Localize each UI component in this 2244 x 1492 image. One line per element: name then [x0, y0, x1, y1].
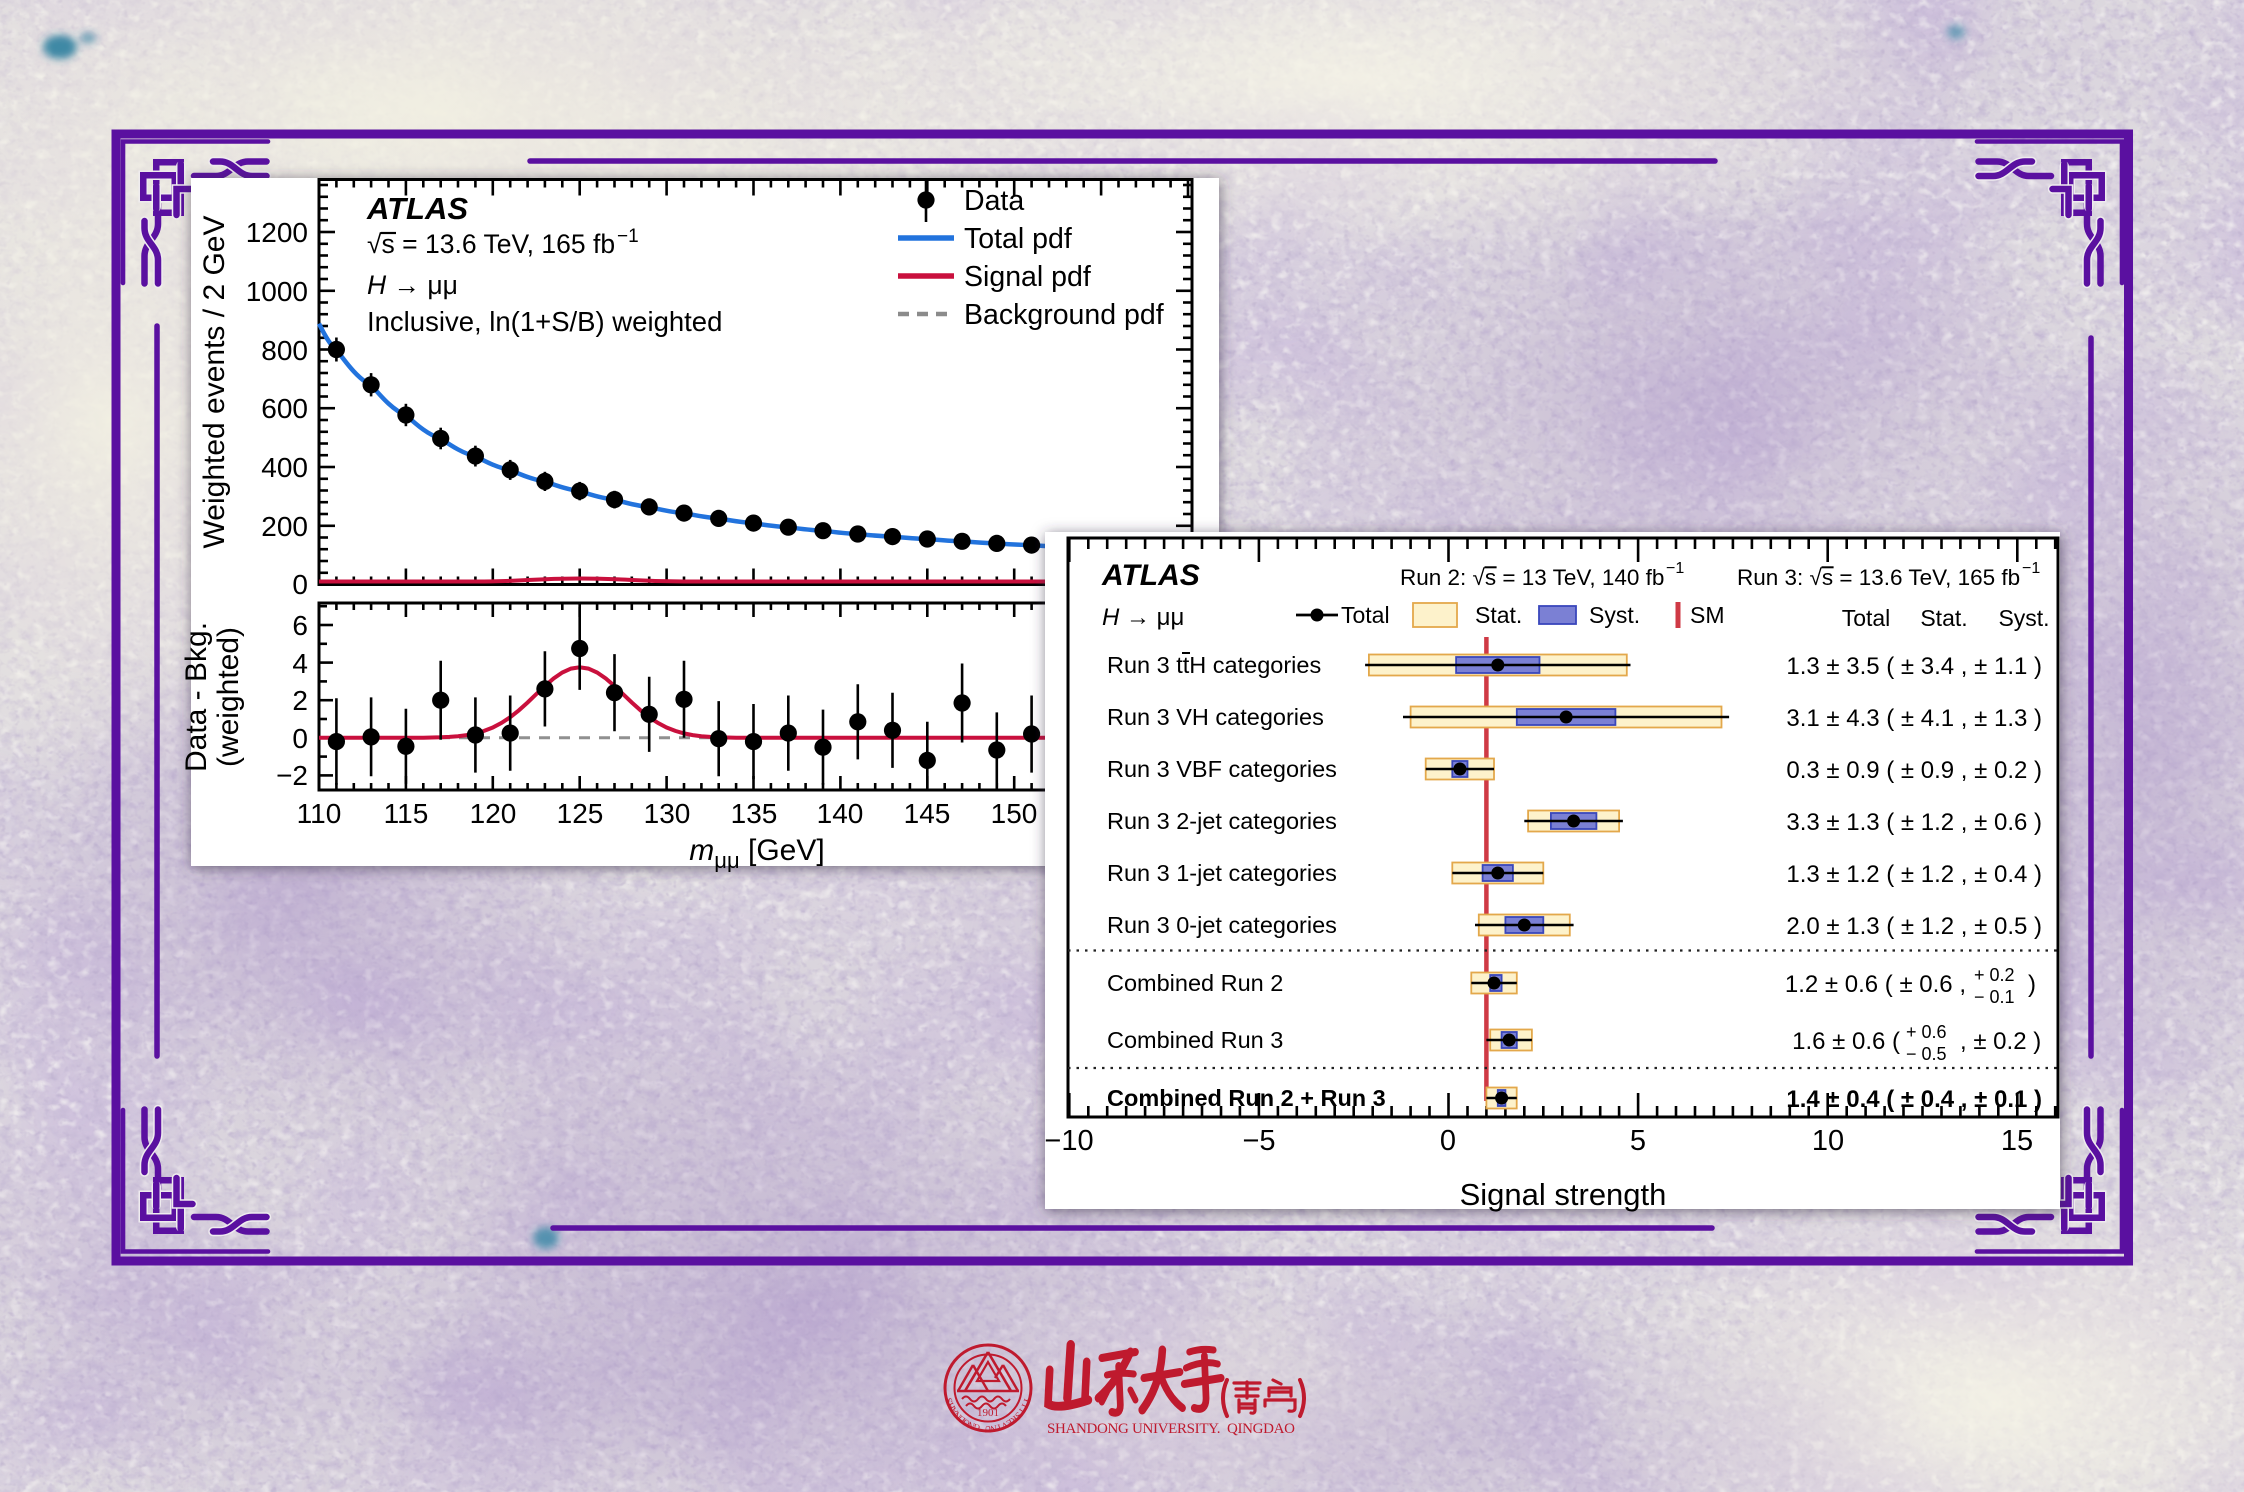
svg-text:1200: 1200: [246, 217, 308, 248]
svg-text:Combined Run 2 + Run 3: Combined Run 2 + Run 3: [1107, 1085, 1386, 1111]
svg-text:Background pdf: Background pdf: [964, 299, 1164, 331]
svg-text:150: 150: [991, 798, 1038, 829]
svg-text:D: D: [956, 1413, 968, 1425]
svg-text:Inclusive, ln(1+S/B) weighted: Inclusive, ln(1+S/B) weighted: [367, 306, 722, 337]
svg-text:−1: −1: [617, 226, 639, 247]
svg-text:I: I: [997, 1422, 1003, 1432]
svg-text:Total pdf: Total pdf: [964, 223, 1072, 255]
svg-text:135: 135: [731, 798, 778, 829]
svg-text:−2: −2: [276, 760, 308, 791]
svg-text:Run 3 VH categories: Run 3 VH categories: [1107, 704, 1324, 730]
svg-text:E: E: [1004, 1417, 1014, 1429]
svg-text:Combined Run 3: Combined Run 3: [1107, 1027, 1283, 1053]
svg-text:Run 3 ttH categories: Run 3 ttH categories: [1107, 652, 1321, 678]
svg-text:−1: −1: [1666, 560, 1684, 577]
svg-text:1.3 ± 1.2 ( ± 1.2 , ± 0.4 ): 1.3 ± 1.2 ( ± 1.2 , ± 0.4 ): [1786, 861, 2042, 888]
svg-text:800: 800: [261, 335, 308, 366]
svg-text:0: 0: [292, 723, 308, 754]
svg-text:600: 600: [261, 393, 308, 424]
svg-text:− 0.5: − 0.5: [1906, 1044, 1947, 1064]
svg-text:0: 0: [292, 569, 308, 600]
svg-text:N: N: [966, 1419, 976, 1431]
svg-text:V: V: [999, 1420, 1009, 1432]
svg-text:1.2 ± 0.6 ( ± 0.6 ,: 1.2 ± 0.6 ( ± 0.6 ,: [1785, 971, 1966, 998]
svg-text:−5: −5: [1242, 1125, 1275, 1157]
svg-text:−10: −10: [1044, 1125, 1093, 1157]
svg-text:1000: 1000: [246, 276, 308, 307]
svg-text:Y: Y: [1021, 1396, 1033, 1406]
svg-text:I: I: [1017, 1407, 1027, 1415]
svg-text:, ± 0.2 ): , ± 0.2 ): [1960, 1028, 2041, 1055]
svg-text:G: G: [972, 1422, 981, 1434]
svg-text:H → μμ: H → μμ: [367, 270, 458, 300]
svg-text:mμμ [GeV]: mμμ [GeV]: [689, 834, 824, 873]
svg-text:2: 2: [292, 685, 308, 716]
svg-text:Total: Total: [1842, 605, 1891, 631]
svg-text:S: S: [1013, 1410, 1024, 1420]
svg-text:Data - Bkg.: Data - Bkg.: [180, 622, 213, 772]
svg-text:S: S: [944, 1397, 955, 1405]
svg-text:5: 5: [1630, 1125, 1646, 1157]
svg-text:O: O: [960, 1417, 971, 1429]
svg-text:Total: Total: [1341, 602, 1390, 628]
svg-text:Signal strength: Signal strength: [1460, 1177, 1667, 1212]
svg-text:Stat.: Stat.: [1475, 602, 1522, 628]
svg-text:√s = 13.6 TeV, 165 fb: √s = 13.6 TeV, 165 fb: [367, 229, 615, 259]
svg-text:Run 2: √s = 13 TeV, 140 fb: Run 2: √s = 13 TeV, 140 fb: [1400, 565, 1664, 590]
svg-text:Syst.: Syst.: [1589, 602, 1640, 628]
svg-text:10: 10: [1812, 1125, 1844, 1157]
svg-text:115: 115: [384, 798, 429, 829]
svg-text:H: H: [945, 1400, 957, 1411]
svg-text:1.6 ± 0.6 (: 1.6 ± 0.6 (: [1792, 1028, 1900, 1055]
svg-text:SHANDONG UNIVERSITY. QINGDAO: SHANDONG UNIVERSITY. QINGDAO: [1047, 1421, 1295, 1437]
svg-text:Syst.: Syst.: [1998, 605, 2049, 631]
svg-text:Signal pdf: Signal pdf: [964, 261, 1091, 293]
svg-text:ATLAS: ATLAS: [1101, 559, 1200, 592]
svg-text:Run 3 2-jet categories: Run 3 2-jet categories: [1107, 808, 1337, 834]
svg-text:A: A: [948, 1405, 960, 1416]
svg-text:N: N: [989, 1423, 997, 1434]
svg-text:Run 3 1-jet categories: Run 3 1-jet categories: [1107, 860, 1337, 886]
svg-text:1901: 1901: [977, 1407, 999, 1419]
svg-text:400: 400: [261, 452, 308, 483]
svg-text:U: U: [984, 1424, 991, 1434]
svg-text:3.3 ± 1.3 ( ± 1.2 , ± 0.6 ): 3.3 ± 1.3 ( ± 1.2 , ± 0.6 ): [1786, 809, 2042, 836]
svg-text:Weighted events / 2 GeV: Weighted events / 2 GeV: [198, 216, 231, 549]
svg-text:Combined Run 2: Combined Run 2: [1107, 970, 1283, 996]
svg-text:200: 200: [261, 511, 308, 542]
svg-text:15: 15: [2001, 1125, 2033, 1157]
svg-text:Data: Data: [964, 185, 1024, 217]
svg-text:4: 4: [292, 648, 308, 679]
svg-text:+ 0.6: + 0.6: [1906, 1022, 1947, 1042]
svg-text:0.3 ± 0.9 ( ± 0.9 , ± 0.2 ): 0.3 ± 0.9 ( ± 0.9 , ± 0.2 ): [1786, 757, 2042, 784]
svg-text:R: R: [1009, 1414, 1020, 1426]
svg-text:− 0.1: − 0.1: [1974, 987, 2015, 1007]
svg-text:140: 140: [817, 798, 864, 829]
svg-text:Run 3: √s = 13.6 TeV, 165 fb: Run 3: √s = 13.6 TeV, 165 fb: [1737, 565, 2020, 590]
svg-text:1.3 ± 3.5 ( ± 3.4 , ± 1.1 ): 1.3 ± 3.5 ( ± 3.4 , ± 1.1 ): [1786, 653, 2042, 680]
svg-text:110: 110: [297, 798, 342, 829]
svg-text:0: 0: [1440, 1125, 1456, 1157]
svg-text:Run 3 0-jet categories: Run 3 0-jet categories: [1107, 912, 1337, 938]
svg-text:N: N: [951, 1409, 963, 1421]
svg-text:SM: SM: [1690, 602, 1725, 628]
svg-text:(weighted): (weighted): [212, 627, 245, 767]
svg-text:130: 130: [644, 798, 691, 829]
svg-text:120: 120: [470, 798, 517, 829]
svg-text:+ 0.2: + 0.2: [1974, 965, 2015, 985]
svg-text:2.0 ± 1.3 ( ± 1.2 , ± 0.5 ): 2.0 ± 1.3 ( ± 1.2 , ± 0.5 ): [1786, 913, 2042, 940]
svg-text:1.4 ± 0.4 ( ± 0.4 , ± 0.1 ): 1.4 ± 0.4 ( ± 0.4 , ± 0.1 ): [1786, 1086, 2042, 1113]
svg-text:125: 125: [557, 798, 604, 829]
svg-text:6: 6: [292, 610, 308, 641]
svg-text:H → μμ: H → μμ: [1102, 604, 1184, 631]
svg-text:ATLAS: ATLAS: [366, 191, 468, 226]
svg-text:145: 145: [904, 798, 951, 829]
svg-text:Stat.: Stat.: [1920, 605, 1967, 631]
svg-text:3.1 ± 4.3 ( ± 4.1 , ± 1.3 ): 3.1 ± 4.3 ( ± 4.1 , ± 1.3 ): [1786, 705, 2042, 732]
svg-text:T: T: [1019, 1401, 1031, 1411]
svg-text:−1: −1: [2022, 560, 2040, 577]
svg-text:): ): [2028, 971, 2036, 998]
svg-text:Run 3 VBF categories: Run 3 VBF categories: [1107, 756, 1337, 782]
